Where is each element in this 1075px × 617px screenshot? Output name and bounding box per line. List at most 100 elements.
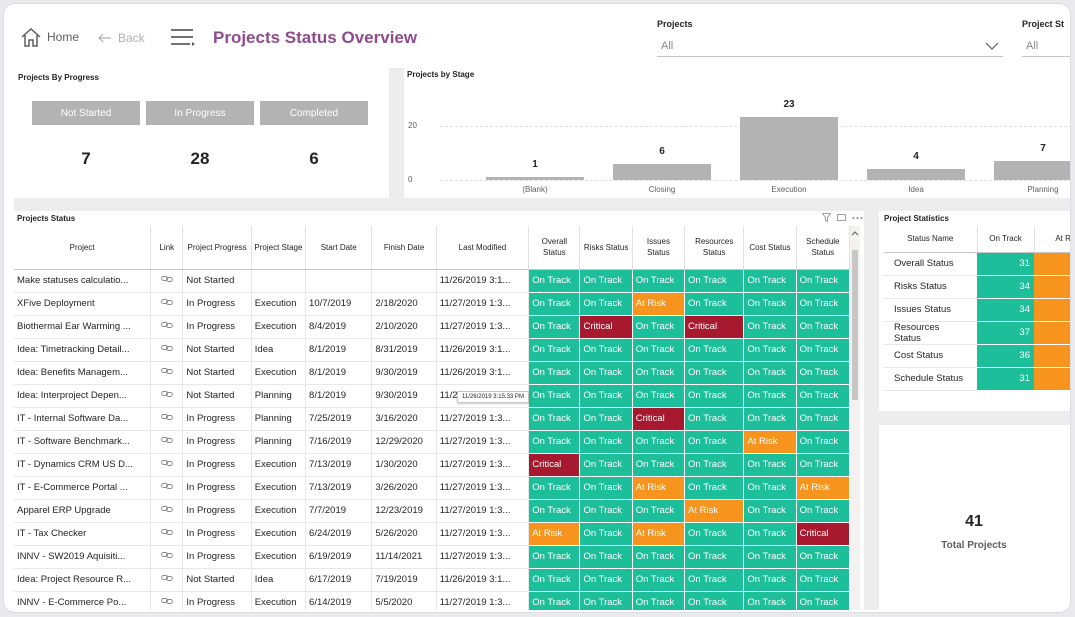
link-cell[interactable] xyxy=(150,453,184,477)
focus-mode-icon[interactable] xyxy=(837,213,846,222)
chart-bar[interactable] xyxy=(486,177,584,180)
column-header[interactable]: Start Date xyxy=(305,226,373,270)
link-cell[interactable] xyxy=(150,591,184,610)
home-button[interactable]: Home xyxy=(20,26,79,48)
table-row[interactable]: IT - E-Commerce Portal ... In Progress Exe… xyxy=(14,476,851,500)
table-row[interactable]: INNV - SW2019 Aquisiti... In Progress Exec… xyxy=(14,545,851,569)
link-icon[interactable] xyxy=(160,436,173,444)
link-cell[interactable] xyxy=(150,315,184,339)
status-cell: On Track xyxy=(743,568,797,592)
table-row[interactable]: Idea: Benefits Managem... Not Started Exec… xyxy=(14,361,851,385)
link-icon[interactable] xyxy=(160,459,173,467)
chart-bar[interactable] xyxy=(994,160,1070,180)
link-icon[interactable] xyxy=(160,344,173,352)
projects-slicer-dropdown[interactable]: All xyxy=(657,35,1003,57)
at-risk-count-cell xyxy=(1034,344,1070,368)
column-header[interactable]: Finish Date xyxy=(371,226,437,270)
column-header[interactable]: Cost Status xyxy=(743,226,797,270)
filter-icon[interactable] xyxy=(822,213,831,222)
link-icon[interactable] xyxy=(160,413,173,421)
link-icon[interactable] xyxy=(160,298,173,306)
statistics-row[interactable]: Issues Status 34 xyxy=(884,298,1070,322)
column-header[interactable]: Last Modified xyxy=(436,226,530,270)
link-icon[interactable] xyxy=(160,551,173,559)
link-icon[interactable] xyxy=(160,482,173,490)
link-cell[interactable] xyxy=(150,522,184,546)
statistics-row[interactable]: Risks Status 34 xyxy=(884,275,1070,299)
column-header[interactable]: Issues Status xyxy=(632,226,686,270)
link-cell[interactable] xyxy=(150,476,184,500)
navigation-menu-button[interactable] xyxy=(170,27,196,52)
table-row[interactable]: Make statuses calculatio... Not Started 11… xyxy=(14,269,851,293)
back-button[interactable]: Back xyxy=(98,31,145,45)
table-row[interactable]: Idea: Interproject Depen... Not Started Pl… xyxy=(14,384,851,408)
table-row[interactable]: Idea: Timetracking Detail... Not Started I… xyxy=(14,338,851,362)
statistics-row[interactable]: Schedule Status 31 xyxy=(884,367,1070,391)
project-status-slicer-dropdown[interactable]: All xyxy=(1022,35,1070,57)
projects-slicer-value: All xyxy=(661,39,674,52)
not-started-card[interactable]: Not Started xyxy=(32,101,140,125)
link-cell[interactable] xyxy=(150,361,184,385)
chart-bar[interactable] xyxy=(740,117,838,180)
status-cell: On Track xyxy=(743,453,797,477)
table-row[interactable]: Idea: Project Resource R... Not Started Id… xyxy=(14,568,851,592)
link-cell[interactable] xyxy=(150,384,184,408)
column-header[interactable]: Project Stage xyxy=(251,226,307,270)
table-row[interactable]: IT - Software Benchmark... In Progress Pla… xyxy=(14,430,851,454)
link-icon[interactable] xyxy=(160,597,173,605)
table-scrollbar[interactable] xyxy=(850,226,860,610)
in-progress-card[interactable]: In Progress xyxy=(146,101,254,125)
link-cell[interactable] xyxy=(150,269,184,293)
project-name-cell: IT - Software Benchmark... xyxy=(14,430,152,454)
column-header[interactable]: Schedule Status xyxy=(796,226,851,270)
column-header[interactable]: Overall Status xyxy=(528,226,581,270)
link-cell[interactable] xyxy=(150,430,184,454)
link-cell[interactable] xyxy=(150,338,184,362)
last-modified-cell: 11/27/2019 1:3... xyxy=(436,545,530,569)
table-row[interactable]: IT - Dynamics CRM US D... In Progress Exec… xyxy=(14,453,851,477)
link-icon[interactable] xyxy=(160,275,173,283)
link-cell[interactable] xyxy=(150,292,184,316)
report-canvas: Home Back Projects Status Overview Proje… xyxy=(14,12,1070,610)
table-row[interactable]: IT - Internal Software Da... In Progress P… xyxy=(14,407,851,431)
column-header[interactable]: Project xyxy=(14,226,152,270)
column-header[interactable]: Risks Status xyxy=(579,226,633,270)
status-cell: On Track xyxy=(528,315,581,339)
link-icon[interactable] xyxy=(160,574,173,582)
column-header[interactable]: Resources Status xyxy=(684,226,745,270)
table-row[interactable]: IT - Tax Checker In Progress Execution 6/24… xyxy=(14,522,851,546)
scroll-up-icon[interactable] xyxy=(850,228,860,238)
stage-cell: Execution xyxy=(251,522,307,546)
status-cell: On Track xyxy=(528,430,581,454)
column-header[interactable]: Link xyxy=(150,226,184,270)
statistics-row[interactable]: Resources Status 37 xyxy=(884,321,1070,345)
link-icon[interactable] xyxy=(160,505,173,513)
link-icon[interactable] xyxy=(160,528,173,536)
table-row[interactable]: Biothermal Ear Warming ... In Progress Exe… xyxy=(14,315,851,339)
link-cell[interactable] xyxy=(150,545,184,569)
link-cell[interactable] xyxy=(150,499,184,523)
link-cell[interactable] xyxy=(150,568,184,592)
more-options-icon[interactable] xyxy=(852,213,863,222)
column-header[interactable]: At Ri xyxy=(1034,226,1070,253)
link-icon[interactable] xyxy=(160,367,173,375)
completed-card[interactable]: Completed xyxy=(260,101,368,125)
column-header[interactable]: Project Progress xyxy=(182,226,252,270)
bar-value-label: 6 xyxy=(659,145,665,157)
table-row[interactable]: Apparel ERP Upgrade In Progress Execution 7… xyxy=(14,499,851,523)
column-header[interactable]: Status Name xyxy=(884,226,978,253)
chart-bar[interactable] xyxy=(867,169,965,180)
scrollbar-thumb[interactable] xyxy=(852,250,858,400)
table-row[interactable]: INNV - E-Commerce Po... In Progress Execut… xyxy=(14,591,851,610)
chart-bar[interactable] xyxy=(613,163,711,180)
at-risk-count-cell xyxy=(1034,252,1070,276)
statistics-row[interactable]: Overall Status 31 xyxy=(884,252,1070,276)
link-cell[interactable] xyxy=(150,407,184,431)
link-icon[interactable] xyxy=(160,390,173,398)
table-row[interactable]: XFive Deployment In Progress Execution 10/7… xyxy=(14,292,851,316)
column-header[interactable]: On Track xyxy=(977,226,1035,253)
statistics-row[interactable]: Cost Status 36 xyxy=(884,344,1070,368)
link-icon[interactable] xyxy=(160,321,173,329)
status-name-cell: Risks Status xyxy=(884,275,977,299)
projects-status-table: Project Link Project Progress Project St… xyxy=(14,226,851,610)
